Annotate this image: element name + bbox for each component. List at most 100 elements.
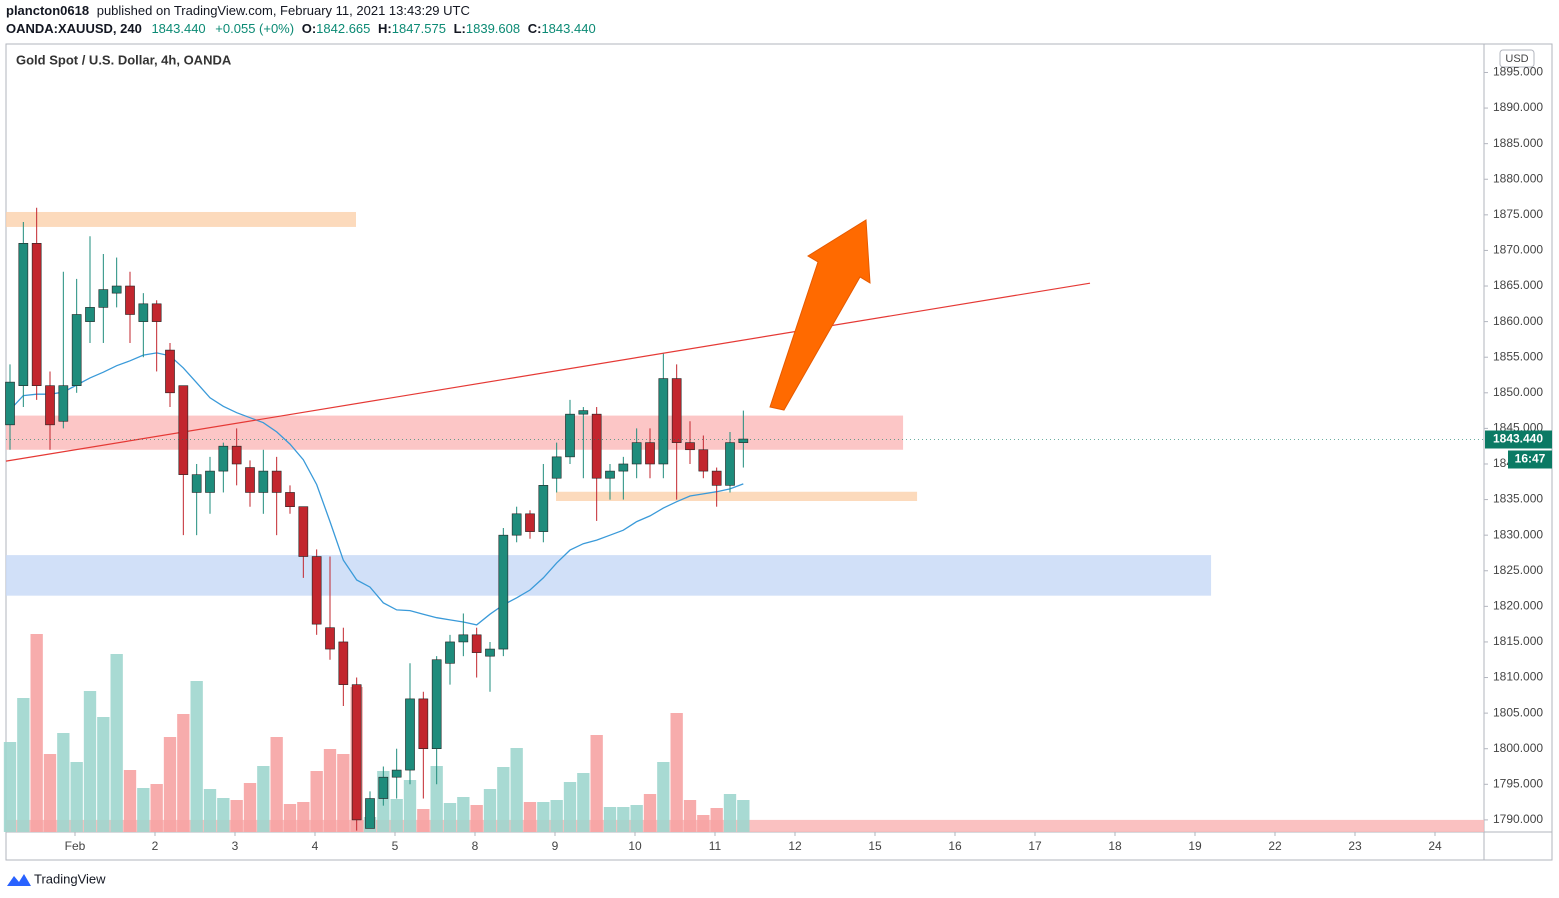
volume-bar — [243, 783, 257, 832]
candle-body — [125, 285, 135, 315]
candle-body — [378, 776, 389, 799]
volume-bar — [577, 773, 590, 832]
candle-body — [351, 684, 362, 821]
candle-body — [591, 413, 602, 479]
candle-body — [18, 243, 29, 386]
volume-bar — [283, 804, 297, 832]
x-tick-label: 18 — [1108, 839, 1122, 853]
x-tick-label: 17 — [1028, 839, 1042, 853]
candle-body — [5, 381, 15, 426]
c-value: 1843.440 — [541, 21, 595, 36]
zone — [6, 415, 904, 450]
price-tag — [1485, 430, 1552, 449]
y-tick-label: 1880.000 — [1493, 171, 1543, 185]
volume-bar — [483, 789, 497, 832]
volume-bar — [30, 634, 43, 832]
volume-bar — [497, 767, 510, 832]
candle-body — [551, 456, 562, 479]
y-tick-label: 1790.000 — [1493, 812, 1543, 826]
candle-body — [645, 442, 655, 465]
h-value: 1847.575 — [392, 21, 446, 36]
volume-bar — [3, 742, 17, 832]
volume-bar — [390, 799, 403, 832]
volume-bar — [297, 802, 310, 832]
x-tick-label: 24 — [1428, 839, 1442, 853]
l-value: 1839.608 — [466, 21, 520, 36]
volume-bar — [657, 762, 670, 832]
y-tick-label: 1890.000 — [1493, 100, 1543, 114]
volume-bar — [537, 802, 550, 832]
candle-body — [165, 349, 175, 394]
candle-body — [725, 442, 735, 486]
x-tick-label: 22 — [1268, 839, 1282, 853]
volume-bar — [230, 800, 243, 832]
y-tick-label: 1895.000 — [1493, 65, 1543, 79]
candle-body — [671, 378, 682, 443]
x-tick-label: 2 — [152, 839, 159, 853]
x-tick-label: 8 — [472, 839, 479, 853]
x-tick-label: Feb — [65, 839, 86, 853]
candle-body — [445, 641, 455, 664]
candle-body — [271, 470, 282, 493]
x-tick-label: 16 — [948, 839, 962, 853]
footer-logo: TradingView — [7, 871, 106, 886]
author: plancton0618 — [6, 3, 89, 18]
volume-bar — [550, 800, 563, 832]
candle-body — [698, 449, 709, 472]
moving-average — [9, 352, 744, 626]
zone — [6, 555, 1212, 596]
volume-bar — [257, 766, 270, 832]
volume-bar — [643, 794, 657, 832]
volume-bar — [417, 809, 430, 832]
y-tick-label: 1815.000 — [1493, 634, 1543, 648]
candle-body — [365, 798, 375, 829]
volume-bar — [110, 654, 123, 832]
countdown-tag — [1508, 450, 1552, 469]
candle-body — [618, 463, 629, 472]
volume-bar — [17, 698, 30, 832]
volume-bar — [510, 748, 523, 832]
change: +0.055 (+0%) — [215, 21, 294, 36]
volume-bar — [57, 733, 70, 832]
candle-body — [151, 303, 162, 322]
candle-body — [111, 285, 122, 294]
y-tick-label: 1855.000 — [1493, 349, 1543, 363]
currency: USD — [1505, 53, 1528, 65]
l-label: L: — [454, 21, 466, 36]
zone — [6, 211, 356, 227]
volume-bar — [683, 800, 697, 832]
volume-bar — [163, 737, 177, 832]
candle-body — [471, 634, 482, 653]
candle-body — [738, 438, 749, 443]
y-tick-label: 1850.000 — [1493, 385, 1543, 399]
volume-bar — [723, 794, 737, 832]
candle-body — [98, 289, 109, 308]
volume-bar — [150, 784, 163, 832]
y-tick-label: 1830.000 — [1493, 527, 1543, 541]
plot — [3, 207, 1484, 832]
volume-bar — [83, 691, 97, 832]
symbol: OANDA:XAUUSD, 240 — [6, 21, 142, 36]
y-tick-label: 1820.000 — [1493, 599, 1543, 613]
header-line: plancton0618 published on TradingView.co… — [6, 3, 470, 18]
y-tick-label: 1825.000 — [1493, 563, 1543, 577]
volume-bar — [563, 782, 577, 832]
volume-bar — [603, 807, 617, 832]
published: published on TradingView.com, February 1… — [97, 3, 470, 18]
volume-bar — [430, 766, 443, 832]
candle-body — [525, 513, 535, 532]
candle-body — [178, 385, 189, 475]
volume-bar — [470, 805, 483, 832]
candle-body — [58, 385, 69, 422]
volume-bar — [190, 681, 203, 832]
candle-body — [205, 470, 215, 493]
volume-bar — [323, 749, 337, 832]
volume-bar — [217, 798, 230, 832]
candle-body — [298, 506, 309, 557]
candle-body — [231, 445, 242, 465]
quote-line: OANDA:XAUUSD, 240 1843.440 +0.055 (+0%) … — [6, 21, 596, 36]
candle-body — [138, 303, 149, 322]
candle-body — [405, 698, 415, 771]
y-tick-label: 1805.000 — [1493, 705, 1543, 719]
